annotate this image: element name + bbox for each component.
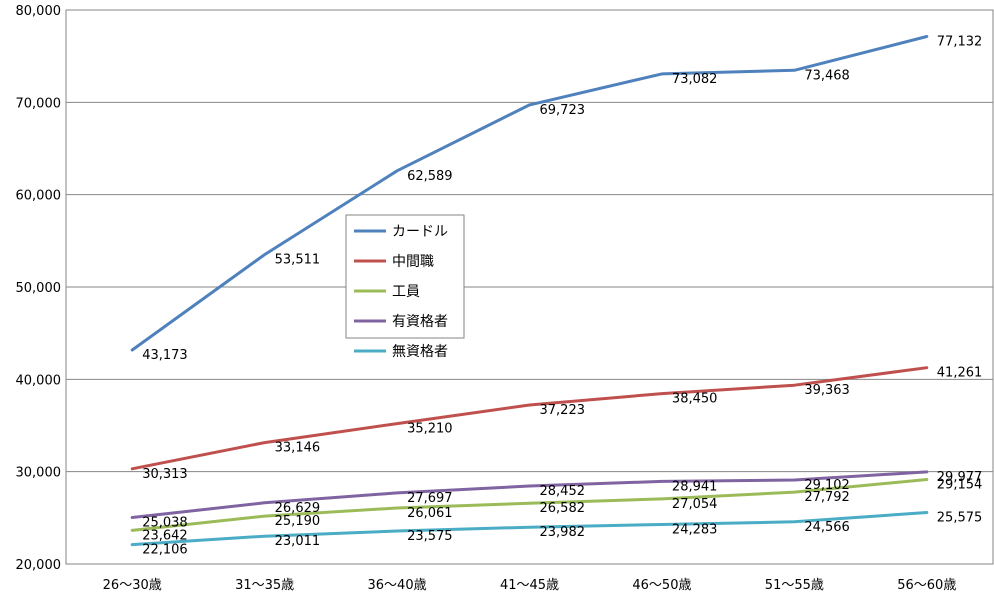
data-label: 43,173 (142, 348, 188, 363)
data-label: 22,106 (142, 543, 188, 558)
y-tick-label: 40,000 (16, 373, 62, 388)
x-axis-ticks: 26～30歳 31～35歳 36～40歳 41～45歳 46～50歳 51～55歳 56～6… (103, 578, 957, 593)
data-label: 69,723 (540, 103, 586, 118)
data-label: 24,283 (672, 522, 718, 537)
legend-label: 中間職 (392, 254, 434, 270)
y-axis-ticks: 20,000 30,000 40,000 50,000 60,000 70,000 80,0… (16, 4, 62, 573)
data-label: 29,977 (937, 470, 983, 485)
y-tick-label: 70,000 (16, 96, 62, 111)
data-label: 33,146 (275, 441, 321, 456)
plot-area (65, 9, 994, 565)
data-label: 27,054 (672, 497, 718, 512)
data-label: 35,210 (407, 422, 453, 437)
data-labels: 43,173 53,511 62,589 69,723 73,082 73,468 77,1… (142, 34, 982, 557)
legend-label: 工員 (392, 284, 420, 300)
series-line (130, 511, 929, 547)
data-label: 25,038 (142, 515, 188, 530)
y-tick-label: 80,000 (16, 4, 62, 19)
data-label: 25,575 (937, 511, 983, 526)
legend-label: カードル (392, 224, 448, 240)
data-label: 29,102 (804, 478, 850, 493)
data-label: 23,642 (142, 528, 188, 543)
data-label: 27,697 (407, 491, 453, 506)
series-line (130, 366, 929, 471)
data-label: 25,190 (275, 514, 321, 529)
data-label: 53,511 (275, 253, 321, 268)
data-label: 62,589 (407, 169, 453, 184)
x-tick-label: 31～35歳 (235, 578, 294, 593)
data-label: 26,629 (275, 501, 321, 516)
series-line (130, 35, 929, 352)
legend-box (345, 214, 465, 339)
x-tick-label: 46～50歳 (632, 578, 691, 593)
data-label: 37,223 (540, 403, 586, 418)
x-tick-label: 51～55歳 (765, 578, 824, 593)
series-lines (130, 35, 929, 547)
data-label: 30,313 (142, 467, 188, 482)
legend-label: 有資格者 (392, 314, 448, 330)
data-label: 29,154 (937, 477, 983, 492)
data-label: 73,082 (672, 72, 718, 87)
y-tick-label: 20,000 (16, 558, 62, 573)
data-label: 26,061 (407, 506, 453, 521)
x-tick-label: 36～40歳 (368, 578, 427, 593)
data-label: 23,982 (540, 525, 586, 540)
data-label: 39,363 (804, 383, 850, 398)
data-label: 23,575 (407, 529, 453, 544)
series-line (130, 470, 929, 519)
data-label: 38,450 (672, 392, 718, 407)
data-label: 73,468 (804, 68, 850, 83)
data-label: 41,261 (937, 366, 983, 381)
x-tick-label: 41～45歳 (500, 578, 559, 593)
series-line (130, 478, 929, 532)
legend-label: 無資格者 (392, 344, 448, 360)
data-label: 27,792 (804, 490, 850, 505)
data-label: 77,132 (937, 34, 983, 49)
y-tick-label: 30,000 (16, 466, 62, 481)
x-tick-label: 56～60歳 (897, 578, 956, 593)
data-label: 24,566 (804, 520, 850, 535)
x-tick-label: 26～30歳 (103, 578, 162, 593)
y-tick-label: 60,000 (16, 189, 62, 204)
data-label: 26,582 (540, 501, 586, 516)
y-tick-label: 50,000 (16, 281, 62, 296)
data-label: 28,452 (540, 484, 586, 499)
data-label: 28,941 (672, 479, 718, 494)
data-label: 23,011 (275, 534, 321, 549)
